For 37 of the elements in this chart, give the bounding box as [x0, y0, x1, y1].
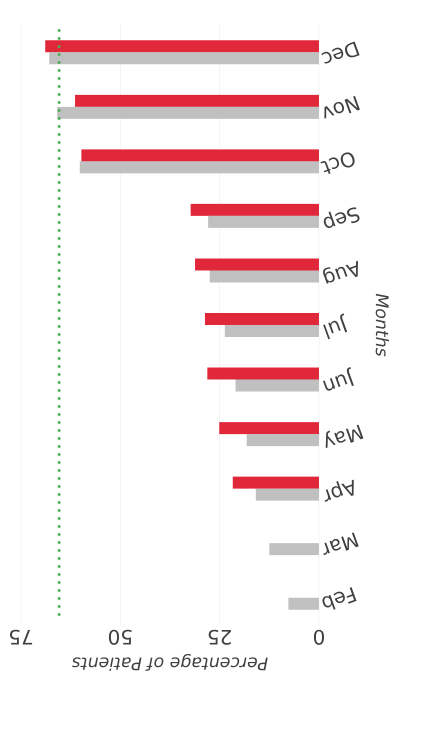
bar: [190, 204, 319, 216]
bar: [207, 368, 319, 380]
y-tick-label: Jun: [322, 366, 354, 391]
y-tick-label: May: [326, 424, 364, 448]
y-axis-title: Months: [376, 294, 390, 356]
y-tick-label: Nov: [324, 96, 360, 119]
y-tick-label: Oct: [320, 152, 355, 174]
bar: [57, 106, 319, 119]
y-tick-label: Apr: [324, 480, 354, 502]
bar: [80, 161, 319, 174]
bar: [256, 488, 319, 501]
bar: [269, 543, 319, 556]
bar: [208, 216, 319, 228]
y-tick-label: Aug: [323, 260, 358, 284]
bar: [81, 149, 319, 162]
y-tick-label: Jul: [323, 313, 348, 340]
bar: [45, 40, 319, 52]
x-tick-label: 25: [208, 630, 231, 645]
bar: [246, 434, 319, 446]
y-tick-label: Dec: [321, 41, 360, 64]
x-tick-label: 50: [108, 630, 132, 645]
bar: [224, 325, 319, 337]
bar: [219, 422, 319, 434]
bar: [236, 380, 319, 392]
bar: [232, 476, 319, 489]
x-tick-label: 0: [314, 630, 324, 645]
bar: [288, 598, 319, 610]
y-tick-label: Mar: [323, 532, 359, 556]
bar: [195, 258, 319, 270]
x-tick-label: 75: [10, 630, 32, 645]
y-tick-label: Feb: [322, 587, 357, 610]
bar: [49, 52, 319, 64]
bar: [75, 94, 319, 107]
y-tick-label: Sep: [324, 207, 360, 228]
x-axis-title: Percentage of Patients: [72, 654, 268, 671]
bar: [210, 270, 319, 282]
bar: [204, 313, 319, 325]
